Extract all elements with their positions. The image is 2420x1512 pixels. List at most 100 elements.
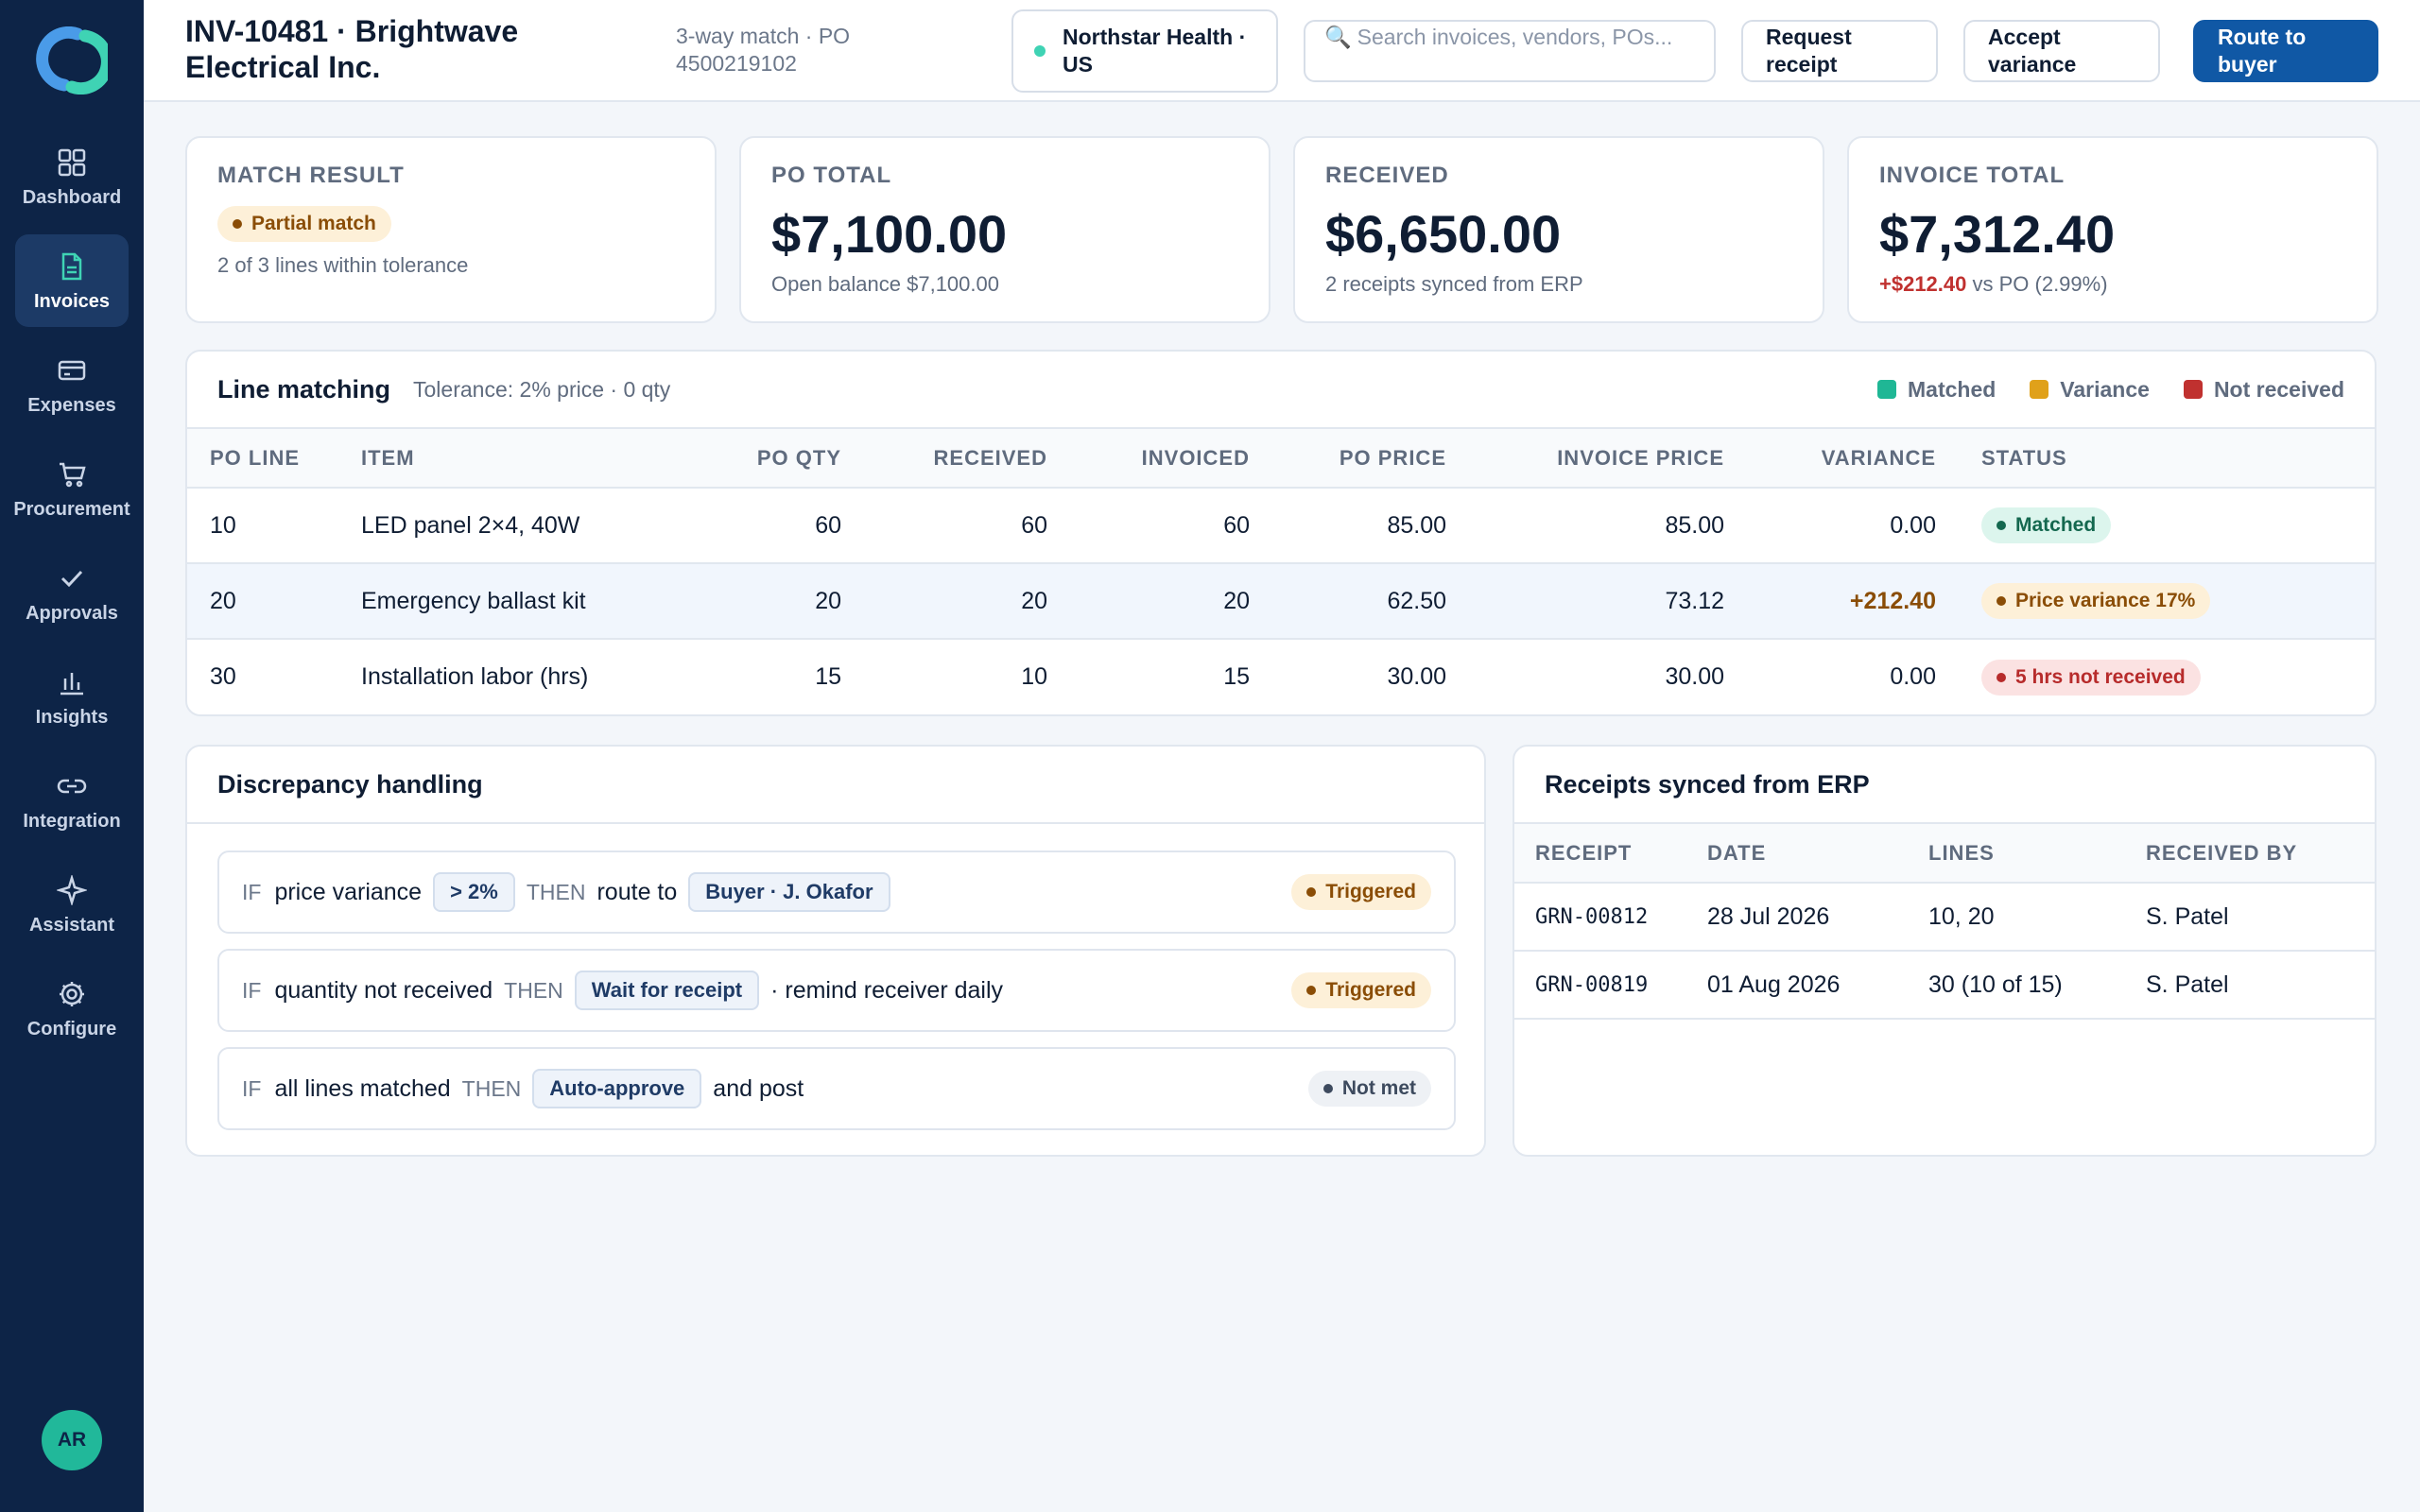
panel-title: Line matching	[217, 374, 391, 404]
status-badge: Matched	[1981, 507, 2112, 543]
po-qty-cell: 20	[718, 563, 841, 640]
invoiced-cell: 15	[1223, 663, 1250, 690]
sidebar-item-label: Configure	[26, 1018, 117, 1040]
lines-cell: 10, 20	[1928, 883, 2146, 952]
column-header[interactable]: PO QTY	[718, 429, 841, 489]
receipts-panel: Receipts synced from ERP RECEIPT DATE LI…	[1512, 745, 2377, 1157]
column-header[interactable]: LINES	[1928, 824, 2146, 884]
stat-value: $6,650.00	[1325, 204, 1562, 264]
table-row[interactable]: 20 Emergency ballast kit 20 20 20 62.50 …	[187, 563, 2375, 640]
avatar[interactable]: AR	[42, 1410, 102, 1470]
variance-delta: +$212.40	[1879, 272, 1967, 296]
gear-icon	[55, 977, 89, 1011]
sidebar-item-label: Approvals	[26, 602, 118, 624]
sparkle-icon	[55, 873, 89, 907]
po-line-cell: 30	[210, 663, 236, 690]
column-header[interactable]: RECEIVED	[841, 429, 1047, 489]
table-row[interactable]: GRN-00812 28 Jul 2026 10, 20 S. Patel	[1514, 883, 2375, 952]
po-total-card: PO TOTAL $7,100.00 Open balance $7,100.0…	[739, 136, 1270, 323]
search-placeholder: Search invoices, vendors, POs...	[1357, 25, 1673, 49]
stat-label: PO TOTAL	[771, 163, 892, 188]
rule-suffix: · remind receiver daily	[770, 976, 1004, 1004]
item-cell: Installation labor (hrs)	[361, 663, 589, 690]
condition-chip[interactable]: > 2%	[433, 872, 515, 912]
received-card: RECEIVED $6,650.00 2 receipts synced fro…	[1293, 136, 1824, 323]
po-line-cell: 20	[187, 563, 361, 640]
date-cell: 01 Aug 2026	[1707, 951, 1928, 1020]
rule-status-badge: Not met	[1307, 1071, 1431, 1107]
tolerance-text: Tolerance: 2% price · 0 qty	[413, 376, 671, 402]
table-row[interactable]: GRN-00819 01 Aug 2026 30 (10 of 15) S. P…	[1514, 951, 2375, 1020]
sidebar: Dashboard Invoices Expenses Procurement …	[0, 0, 144, 1512]
status-badge: Price variance 17%	[1981, 583, 2211, 619]
receipts-table: RECEIPT DATE LINES RECEIVED BY GRN-00812…	[1514, 824, 2375, 1020]
sidebar-item-invoices[interactable]: Invoices	[15, 234, 129, 327]
legend-not-received: Not received	[2183, 377, 2344, 403]
action-chip[interactable]: Wait for receipt	[574, 971, 760, 1010]
top-header: INV-10481 · Brightwave Electrical Inc. 3…	[144, 0, 2420, 102]
po-price-cell: 62.50	[1250, 563, 1446, 640]
column-header[interactable]: VARIANCE	[1724, 429, 1936, 489]
search-input[interactable]: 🔍 Search invoices, vendors, POs...	[1304, 20, 1716, 82]
sidebar-item-label: Integration	[23, 810, 121, 832]
receipt-id-cell[interactable]: GRN-00812	[1514, 883, 1707, 952]
sidebar-item-insights[interactable]: Insights	[15, 650, 129, 743]
receipt-id-cell[interactable]: GRN-00819	[1514, 951, 1707, 1020]
org-switcher[interactable]: Northstar Health · US	[1011, 9, 1278, 93]
badge-label: Partial match	[251, 213, 376, 234]
route-to-buyer-button[interactable]: Route to buyer	[2193, 20, 2378, 82]
sidebar-item-label: Invoices	[33, 290, 111, 312]
column-header[interactable]: PO LINE	[187, 429, 361, 489]
stat-value: $7,100.00	[771, 204, 1008, 264]
sidebar-item-assistant[interactable]: Assistant	[15, 858, 129, 951]
rule-status-badge: Triggered	[1291, 972, 1431, 1008]
match-result-card: MATCH RESULT Partial match 2 of 3 lines …	[185, 136, 717, 323]
action-chip[interactable]: Auto-approve	[532, 1069, 702, 1108]
sidebar-item-procurement[interactable]: Procurement	[13, 442, 130, 535]
sidebar-item-expenses[interactable]: Expenses	[15, 338, 129, 431]
column-header[interactable]: RECEIPT	[1514, 824, 1707, 884]
column-header[interactable]: RECEIVED BY	[2146, 824, 2375, 884]
column-header[interactable]: STATUS	[1936, 429, 2375, 489]
sidebar-item-integration[interactable]: Integration	[15, 754, 129, 847]
action-chip[interactable]: Buyer · J. Okafor	[688, 872, 890, 912]
stat-note: +$212.40 vs PO (2.99%)	[1879, 272, 2346, 297]
received-cell: 10	[1021, 663, 1047, 690]
request-receipt-button[interactable]: Request receipt	[1741, 20, 1938, 82]
panel-title: Receipts synced from ERP	[1514, 747, 2375, 824]
partial-match-badge: Partial match	[217, 206, 391, 242]
invoiced-cell: 60	[1047, 488, 1250, 564]
sidebar-item-dashboard[interactable]: Dashboard	[15, 130, 129, 223]
received-cell: 20	[841, 563, 1047, 640]
rule-row[interactable]: IF price variance > 2% THEN route to Buy…	[217, 850, 1456, 934]
rule-action: route to	[596, 878, 678, 905]
legend-matched: Matched	[1877, 377, 1996, 403]
table-row[interactable]: 10 LED panel 2×4, 40W 60 60 60 85.00 85.…	[187, 488, 2375, 564]
check-icon	[55, 561, 89, 595]
legend: Matched Variance Not received	[1877, 377, 2344, 403]
po-line-cell: 10	[187, 488, 361, 564]
rule-status-badge: Triggered	[1291, 874, 1431, 910]
column-header[interactable]: DATE	[1707, 824, 1928, 884]
sidebar-item-configure[interactable]: Configure	[15, 962, 129, 1055]
table-row[interactable]: 30 Installation labor (hrs) 15 10 15 30.…	[187, 639, 2375, 714]
column-header[interactable]: ITEM	[361, 429, 718, 489]
rule-row[interactable]: IF all lines matched THEN Auto-approve a…	[217, 1047, 1456, 1130]
column-header[interactable]: INVOICED	[1047, 429, 1250, 489]
sidebar-item-label: Dashboard	[22, 186, 122, 208]
grid-icon	[55, 146, 89, 180]
column-header[interactable]: INVOICE PRICE	[1446, 429, 1724, 489]
column-header[interactable]: PO PRICE	[1250, 429, 1446, 489]
link-icon	[55, 769, 89, 803]
app-logo[interactable]	[34, 25, 110, 96]
variance-note: vs PO (2.99%)	[1972, 272, 2108, 296]
line-matching-panel: Line matching Tolerance: 2% price · 0 qt…	[185, 350, 2377, 716]
bar-chart-icon	[55, 665, 89, 699]
sidebar-item-approvals[interactable]: Approvals	[15, 546, 129, 639]
invoice-total-card: INVOICE TOTAL $7,312.40 +$212.40 vs PO (…	[1847, 136, 2378, 323]
then-keyword: THEN	[461, 1075, 522, 1101]
rule-condition: price variance	[274, 878, 423, 905]
discrepancy-panel: Discrepancy handling IF price variance >…	[185, 745, 1486, 1157]
rule-row[interactable]: IF quantity not received THEN Wait for r…	[217, 949, 1456, 1032]
accept-variance-button[interactable]: Accept variance	[1963, 20, 2160, 82]
